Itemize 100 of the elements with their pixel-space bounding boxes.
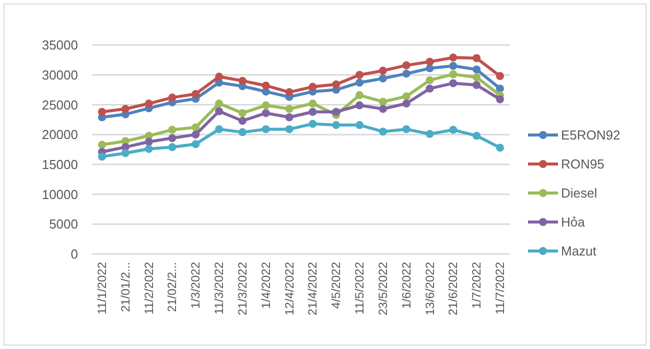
point xyxy=(378,74,387,82)
point xyxy=(356,91,364,100)
x-tick-label: 11/5/2022 xyxy=(352,262,367,314)
y-tick-label: 35000 xyxy=(42,38,78,53)
point xyxy=(238,109,246,118)
point xyxy=(402,92,410,100)
point xyxy=(168,143,176,152)
point xyxy=(332,121,340,130)
point xyxy=(472,73,481,82)
x-tick-label: 11/3/2022 xyxy=(212,262,226,314)
x-tick-label: 11/1/2022 xyxy=(95,262,109,314)
point xyxy=(472,54,481,62)
point xyxy=(192,140,200,148)
legend-label: RON95 xyxy=(561,156,604,172)
point xyxy=(308,120,317,128)
point xyxy=(192,90,200,98)
point xyxy=(449,79,458,88)
x-tick-label: 21/4/2022 xyxy=(306,262,320,316)
point xyxy=(426,76,434,84)
x-tick-label: 1/4/2022 xyxy=(258,262,273,309)
point xyxy=(215,107,224,116)
point xyxy=(426,84,434,93)
point xyxy=(426,130,434,138)
point xyxy=(472,65,481,74)
point xyxy=(496,84,504,93)
point xyxy=(168,126,176,134)
x-tick-label: 1/3/2022 xyxy=(188,262,203,309)
point xyxy=(449,126,458,134)
legend-label: Mazut xyxy=(561,244,597,259)
x-tick-label: 4/5/2022 xyxy=(329,262,344,309)
point xyxy=(215,125,224,134)
point xyxy=(356,101,364,110)
point xyxy=(262,125,270,134)
point xyxy=(378,66,387,75)
point xyxy=(402,100,410,108)
point xyxy=(472,81,481,90)
point xyxy=(378,98,387,106)
point xyxy=(378,104,387,113)
point xyxy=(285,113,294,122)
x-tick-label: 1/6/2022 xyxy=(399,262,414,309)
point xyxy=(98,108,106,116)
x-tick-label: 13/6/2022 xyxy=(422,262,437,316)
point xyxy=(285,104,294,113)
y-tick-label: 15000 xyxy=(42,156,78,172)
point xyxy=(449,54,458,62)
x-tick-label: 21/01/2... xyxy=(118,262,132,312)
x-tick-label: 12/4/2022 xyxy=(282,262,296,316)
x-tick-label: 23/5/2022 xyxy=(376,262,390,316)
point xyxy=(402,61,410,70)
point xyxy=(285,88,294,96)
point xyxy=(308,108,317,116)
point xyxy=(356,121,364,130)
point xyxy=(192,130,200,139)
point xyxy=(356,70,364,79)
point xyxy=(285,125,294,134)
y-tick-label: 0 xyxy=(70,246,78,262)
point xyxy=(332,108,340,116)
point xyxy=(356,78,364,87)
point xyxy=(144,138,153,146)
point xyxy=(215,100,224,108)
point xyxy=(121,104,130,113)
point xyxy=(238,116,246,125)
point xyxy=(98,152,106,161)
point xyxy=(426,64,434,72)
point xyxy=(215,72,224,81)
y-tick-label: 5000 xyxy=(49,216,78,232)
x-tick-label: 11/2/2022 xyxy=(142,262,156,314)
point xyxy=(144,144,153,153)
x-tick-label: 1/7/2022 xyxy=(470,262,484,309)
point xyxy=(262,101,270,110)
point xyxy=(449,62,458,70)
point xyxy=(262,82,270,90)
y-tick-label: 20000 xyxy=(42,127,78,142)
point xyxy=(144,100,153,108)
point xyxy=(472,132,481,140)
point xyxy=(332,80,340,88)
point xyxy=(378,128,387,136)
legend-label: Hỏa xyxy=(561,214,586,230)
point xyxy=(496,72,504,80)
point xyxy=(308,82,317,91)
y-tick-label: 10000 xyxy=(42,186,78,202)
x-tick-label: 21/6/2022 xyxy=(446,262,460,316)
point xyxy=(98,140,106,149)
point xyxy=(402,70,410,78)
point xyxy=(262,109,270,118)
point xyxy=(121,149,130,158)
legend-label: Diesel xyxy=(561,186,598,201)
point xyxy=(168,94,176,102)
y-tick-label: 30000 xyxy=(42,67,78,82)
y-tick-label: 25000 xyxy=(42,97,78,112)
point xyxy=(496,95,504,104)
point xyxy=(192,123,200,132)
point xyxy=(449,70,458,78)
point xyxy=(402,125,410,134)
x-tick-label: 11/7/2022 xyxy=(493,262,507,314)
point xyxy=(496,144,504,152)
point xyxy=(426,58,434,66)
point xyxy=(238,128,246,136)
legend-label: E5RON92 xyxy=(561,128,620,143)
point xyxy=(238,76,246,85)
